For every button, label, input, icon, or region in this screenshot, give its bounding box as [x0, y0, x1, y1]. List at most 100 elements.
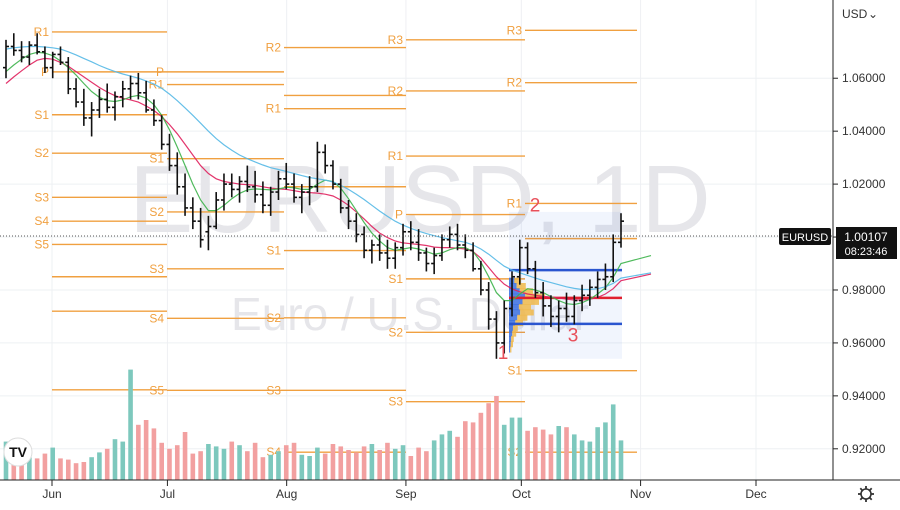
- volume-bar: [307, 456, 312, 480]
- ohlc-bar: [322, 144, 329, 174]
- volume-bar: [385, 442, 390, 480]
- ohlc-bar: [291, 173, 298, 203]
- ohlc-bar: [509, 271, 516, 317]
- volume-bar: [369, 444, 375, 480]
- ohlc-bar: [96, 88, 103, 118]
- ohlc-bar: [88, 102, 95, 137]
- x-tick-label: Jun: [42, 487, 61, 501]
- volume-bar: [439, 434, 445, 480]
- volume-bar: [579, 440, 585, 480]
- pivot-label: S2: [266, 311, 281, 325]
- ohlc-bar: [547, 295, 554, 328]
- ohlc-bar: [470, 242, 477, 272]
- chevron-down-icon[interactable]: ⌄: [868, 7, 878, 21]
- tradingview-logo-icon[interactable]: TV: [3, 437, 33, 467]
- ohlc-bar: [532, 260, 539, 298]
- volume-bar: [19, 453, 24, 480]
- ohlc-bar: [158, 115, 165, 150]
- ohlc-bar: [540, 282, 547, 317]
- volume-bar: [268, 454, 273, 480]
- pivot-label: S2: [388, 325, 403, 339]
- ohlc-bar: [283, 162, 290, 190]
- volume-bar: [128, 369, 133, 480]
- ohlc-bar: [337, 178, 344, 214]
- ohlc-bar: [275, 170, 282, 200]
- volume-bar: [198, 451, 203, 480]
- ohlc-bar: [65, 57, 72, 95]
- settings-icon[interactable]: [858, 486, 874, 502]
- volume-bar: [400, 445, 406, 480]
- pivot-label: R1: [149, 78, 165, 92]
- volume-bar: [143, 420, 149, 480]
- volume-bar: [112, 439, 118, 480]
- ohlc-bar: [26, 41, 33, 65]
- profile-row-value: [509, 330, 513, 337]
- volume-bar: [315, 447, 320, 480]
- ohlc-bar: [166, 133, 173, 171]
- volume-bar: [97, 452, 102, 480]
- profile-row-volume: [517, 314, 528, 321]
- y-tick-label: 0.96000: [842, 336, 886, 350]
- volume-bar: [42, 453, 48, 480]
- pivot-label: R2: [266, 41, 282, 55]
- profile-row-value: [509, 341, 511, 348]
- ohlc-bar: [73, 78, 80, 108]
- y-tick-label: 1.04000: [842, 124, 886, 138]
- ohlc-bar: [259, 181, 266, 214]
- volume-bar: [34, 458, 40, 480]
- pivot-label: S3: [34, 190, 49, 204]
- volume-bar: [81, 462, 87, 480]
- ohlc-bars: [3, 33, 624, 359]
- pivot-label: P: [395, 208, 403, 222]
- volume-bar: [463, 421, 468, 480]
- volume-bar: [478, 412, 484, 480]
- profile-row-volume: [511, 335, 514, 342]
- pivot-label: P: [156, 65, 164, 79]
- volume-bar: [424, 451, 429, 480]
- ohlc-bar: [182, 173, 189, 216]
- profile-row-volume: [519, 288, 533, 295]
- profile-row-value: [509, 325, 513, 332]
- profile-row-value: [509, 309, 521, 316]
- volume-bar: [556, 426, 562, 480]
- currency-selector[interactable]: USD: [842, 7, 868, 21]
- ohlc-bar: [236, 176, 243, 203]
- pivot-label: R3: [507, 23, 523, 37]
- ohlc-bar: [602, 263, 609, 290]
- profile-row-volume: [510, 341, 513, 348]
- ohlc-bar: [361, 226, 368, 259]
- countdown-timer: 08:23:46: [845, 246, 888, 258]
- ohlc-bar: [477, 260, 484, 296]
- volume-bar: [455, 436, 460, 480]
- ohlc-bar: [244, 165, 251, 193]
- ohlc-bar: [407, 221, 414, 251]
- volume-bar: [346, 450, 351, 480]
- pivot-label: R2: [388, 84, 404, 98]
- volume-bar: [610, 404, 616, 480]
- profile-row-volume: [514, 277, 521, 284]
- volume-bar: [486, 403, 491, 480]
- volume-bar: [167, 448, 172, 480]
- ohlc-bar: [267, 186, 274, 216]
- volume-bar: [322, 453, 328, 480]
- pivot-label: S3: [266, 383, 281, 397]
- volume-bar: [618, 440, 624, 480]
- ohlc-bar: [314, 141, 321, 193]
- volume-bar: [431, 440, 437, 480]
- volume-bar: [517, 417, 523, 480]
- volume-bar: [221, 448, 227, 480]
- ohlc-bar: [18, 41, 25, 63]
- ohlc-bar: [306, 176, 313, 206]
- volume-bar: [73, 463, 79, 480]
- ohlc-bar: [594, 271, 601, 298]
- volume-bar: [361, 446, 367, 480]
- volume-bar: [252, 442, 258, 480]
- annotation-label: 2: [530, 195, 541, 216]
- volume-bar: [525, 430, 530, 480]
- time-axis[interactable]: Jun Jul Aug Sep Oct Nov Dec: [42, 480, 767, 501]
- ohlc-bar: [400, 223, 407, 256]
- x-tick-label: Dec: [745, 487, 766, 501]
- ohlc-bar: [34, 33, 41, 55]
- ohlc-bar: [49, 51, 56, 79]
